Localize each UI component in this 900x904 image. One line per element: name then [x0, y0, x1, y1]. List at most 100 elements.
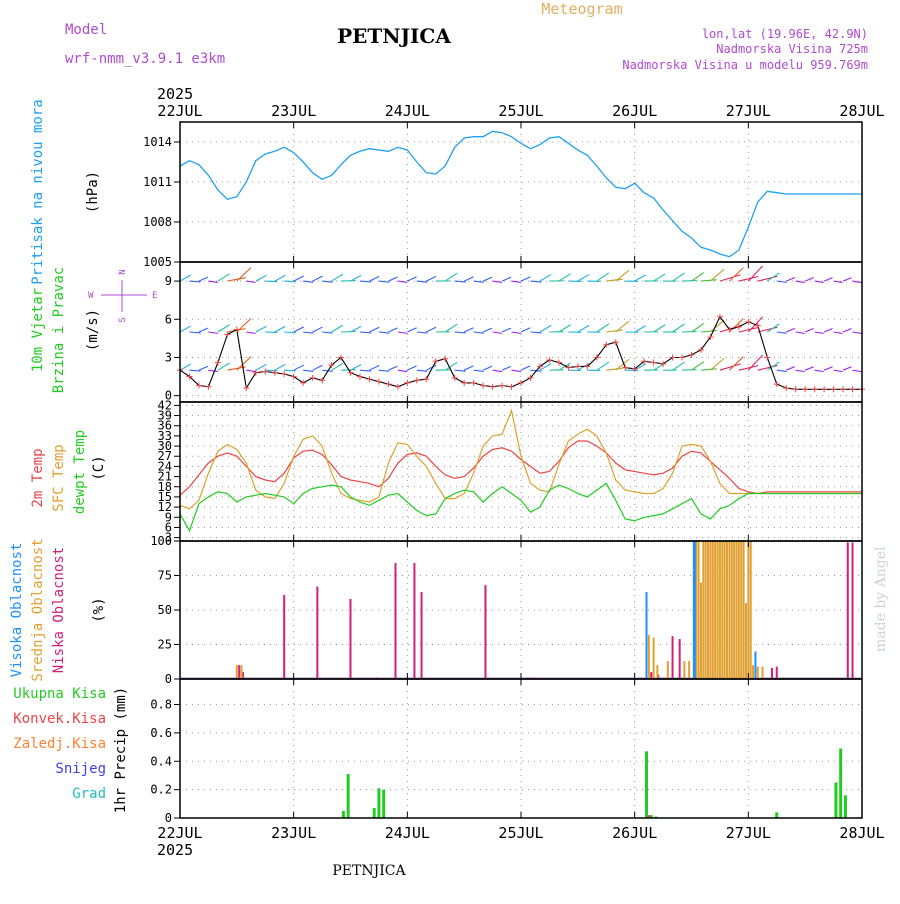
- wind-gust-marker: [310, 375, 316, 381]
- wind-gust-marker: [243, 385, 249, 391]
- wind-vector: [474, 281, 484, 282]
- cloud-bar: [745, 603, 747, 679]
- wind-vector: [199, 328, 208, 332]
- wind-vector: [521, 328, 530, 332]
- temp-ylabel-2: SFC Temp: [51, 444, 67, 511]
- cloud-bar: [847, 542, 849, 679]
- cloud-bar: [709, 541, 711, 679]
- precip-ylabel: 1hr Precip (mm): [113, 687, 129, 813]
- wind-vector: [322, 281, 333, 282]
- cloud-bar: [683, 661, 685, 679]
- x-tick-label-bottom: 28JUL: [839, 824, 884, 842]
- wind-gust-marker: [783, 385, 789, 391]
- wind-gust-marker: [366, 376, 372, 382]
- wind-vector: [843, 278, 851, 281]
- wind-vector: [578, 325, 589, 332]
- y-tick-label: 42: [158, 398, 172, 412]
- cloud-bar: [750, 541, 752, 679]
- pressure-unit: (hPa): [85, 171, 101, 213]
- cloud-bar: [757, 667, 759, 679]
- y-tick-label: 0.8: [150, 698, 172, 712]
- wind-gust-marker: [262, 368, 268, 374]
- cloud-bar: [394, 563, 396, 679]
- wind-vector: [341, 281, 356, 282]
- precip-bar: [377, 788, 380, 818]
- wind-vector: [398, 281, 407, 282]
- wind-vector: [777, 370, 787, 371]
- wind-gust-marker: [348, 370, 354, 376]
- cloud-bar: [762, 667, 764, 679]
- precip-bar: [844, 795, 847, 818]
- cloud-bar: [733, 541, 735, 679]
- wind-vector: [237, 357, 251, 370]
- wind-gust-marker: [840, 386, 846, 392]
- wind-gust-marker: [357, 374, 363, 380]
- y-tick-label: 75: [158, 569, 172, 583]
- cloud-bar: [413, 563, 415, 679]
- wind-vector: [710, 358, 724, 370]
- wind-vector: [388, 366, 397, 370]
- model-name: wrf-nmm_v3.9.1 e3km: [65, 51, 225, 67]
- footer-station: PETNJICA: [332, 863, 406, 879]
- wind-vector: [398, 332, 407, 333]
- cloud-bar: [484, 585, 486, 679]
- legend-convective-rain: Konvek.Kisa: [13, 711, 106, 727]
- y-tick-label: 0: [165, 811, 172, 825]
- cloud-bar: [672, 636, 674, 679]
- wind-vector: [559, 274, 571, 281]
- wind-gust-marker: [423, 376, 429, 382]
- wind-vector: [853, 281, 862, 282]
- cloud-bar: [754, 651, 756, 679]
- wind-vector: [786, 367, 795, 371]
- model-label: Model: [65, 22, 107, 38]
- wind-gust-marker: [300, 380, 306, 386]
- wind-vector: [767, 273, 779, 281]
- credit-label: made by Angel: [873, 546, 889, 652]
- cloud-bar: [743, 541, 745, 679]
- wind-vector: [351, 365, 362, 371]
- wind-vector: [777, 332, 787, 333]
- wind-vector: [351, 326, 362, 332]
- wind-vector: [796, 281, 805, 282]
- wind-vector: [417, 370, 428, 371]
- legend-hail: Grad: [72, 786, 106, 802]
- cloud-bar: [283, 595, 285, 679]
- wind-gust-marker: [385, 381, 391, 387]
- wind-vector: [805, 329, 813, 332]
- wind-gust-marker: [651, 360, 657, 366]
- cloud-bar: [726, 541, 728, 679]
- wind-vector: [597, 324, 609, 332]
- cloud-bar: [724, 541, 726, 679]
- wind-vector: [464, 366, 473, 370]
- cloud-bar: [752, 665, 754, 679]
- cloud-bar: [707, 541, 709, 679]
- wind-vector: [474, 332, 484, 333]
- wind-vector: [493, 281, 502, 282]
- wind-gust-marker: [689, 352, 695, 358]
- wind-vector: [815, 370, 824, 371]
- wind-vector: [701, 369, 717, 370]
- cloud-bar: [740, 541, 742, 679]
- wind-vector: [474, 370, 484, 371]
- cloud-bar: [702, 541, 704, 679]
- wind-vector: [218, 363, 230, 370]
- wind-vector: [464, 277, 473, 281]
- cloud-bar: [656, 665, 658, 679]
- wind-vector: [464, 328, 473, 332]
- station-title: PETNJICA: [337, 24, 451, 48]
- wind-vector: [853, 370, 862, 371]
- wind-gust-marker: [319, 377, 325, 383]
- cloud-bar: [238, 665, 240, 679]
- wind-vector: [407, 277, 416, 281]
- model-altitude-label: Nadmorska Visina u modelu 959.769m: [622, 58, 868, 72]
- meteogram-label: Meteogram: [541, 0, 622, 18]
- year-top: 2025: [157, 85, 193, 103]
- cloud-bar: [653, 638, 655, 679]
- wind-vector: [379, 281, 389, 282]
- wind-vector: [313, 327, 323, 332]
- wind-vector: [256, 326, 267, 332]
- legend-freezing-rain: Zaledj.Kisa: [13, 736, 106, 752]
- wind-vector: [502, 277, 511, 281]
- precip-bar: [775, 812, 778, 818]
- wind-vector: [493, 332, 502, 333]
